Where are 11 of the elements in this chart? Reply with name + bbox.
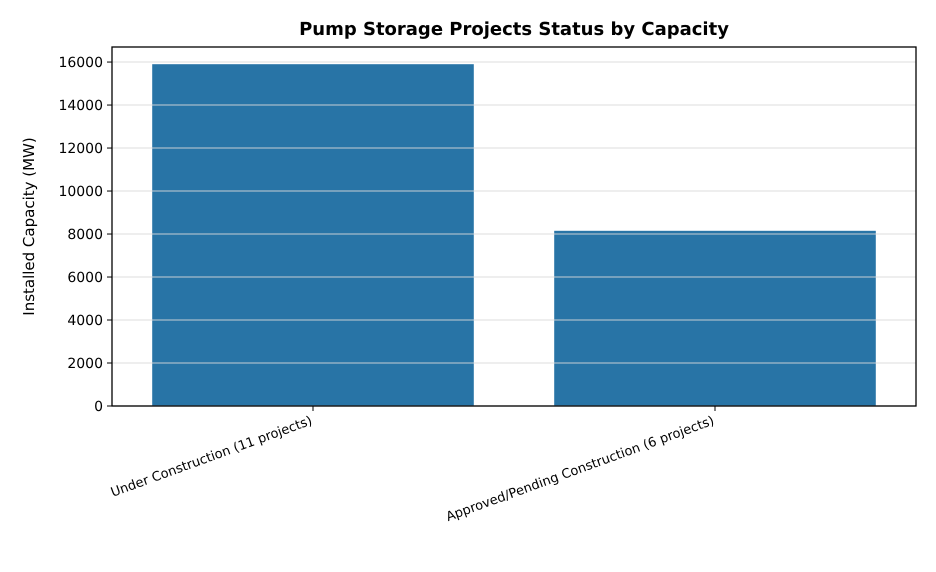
y-axis-title: Installed Capacity (MW) (20, 137, 38, 316)
y-tick-label: 4000 (67, 312, 103, 329)
y-tick-label: 14000 (58, 98, 103, 114)
y-tick-label: 6000 (67, 270, 103, 286)
y-tick-label: 8000 (67, 226, 103, 243)
y-tick-label: 10000 (58, 184, 103, 200)
y-tick-label: 12000 (58, 140, 103, 157)
y-tick-label: 0 (94, 398, 103, 415)
y-tick-label: 16000 (58, 54, 103, 71)
y-tick-label: 2000 (67, 356, 103, 372)
chart-title: Pump Storage Projects Status by Capacity (299, 19, 730, 40)
